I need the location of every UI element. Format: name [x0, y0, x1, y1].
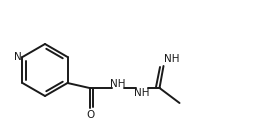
Text: NH: NH [134, 88, 149, 98]
Text: O: O [86, 110, 95, 120]
Text: NH: NH [110, 79, 125, 89]
Text: NH: NH [164, 54, 179, 64]
Text: N: N [14, 52, 21, 62]
